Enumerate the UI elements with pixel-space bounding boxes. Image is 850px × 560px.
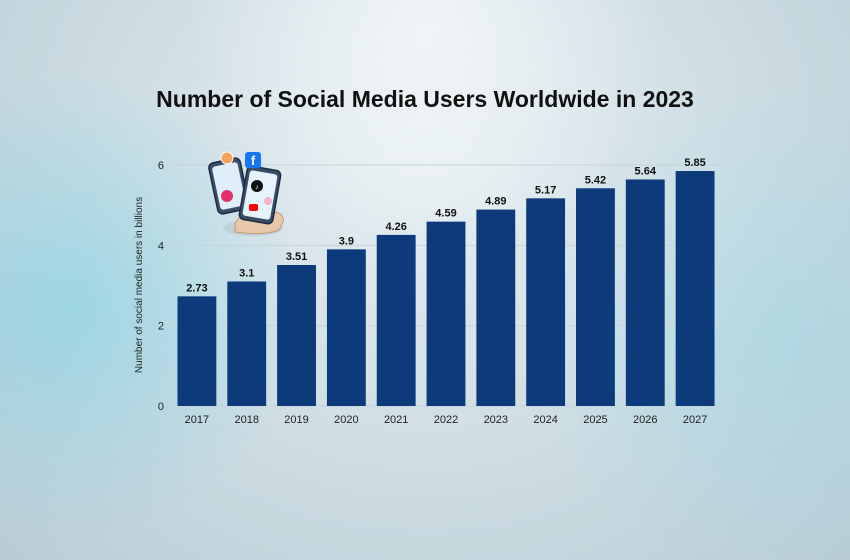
bar-2023 — [476, 209, 516, 406]
bar-2021 — [376, 234, 416, 406]
bar-2018 — [227, 281, 267, 406]
bar-2024 — [526, 198, 566, 406]
x-tick-label: 2018 — [234, 414, 258, 426]
y-tick-label: 4 — [158, 240, 164, 252]
bar-value-label: 3.51 — [286, 251, 307, 263]
bar-value-label: 4.59 — [435, 208, 456, 220]
bars — [177, 171, 715, 406]
x-tick-label: 2026 — [633, 414, 657, 426]
svg-text:f: f — [251, 153, 256, 168]
x-tick-label: 2024 — [533, 414, 557, 426]
bar-value-label: 3.1 — [239, 267, 254, 279]
social-media-phones-hand-icon: f ♪ — [208, 151, 284, 236]
x-tick-label: 2017 — [185, 414, 209, 426]
y-axis-ticks: 0 2 4 6 — [158, 160, 164, 413]
value-labels: 2.73 3.1 3.51 3.9 4.26 4.59 4.89 5.17 5.42 5.64 5.… — [186, 157, 706, 294]
y-axis-label: Number of social media users in billions — [134, 197, 145, 373]
bar-2025 — [576, 188, 615, 406]
x-tick-label: 2027 — [683, 414, 707, 426]
bar-2017 — [177, 296, 217, 406]
bar-2020 — [326, 249, 366, 406]
x-tick-label: 2023 — [484, 414, 508, 426]
bar-2026 — [625, 179, 665, 406]
svg-text:♪: ♪ — [255, 184, 259, 191]
bar-2019 — [277, 265, 316, 406]
y-tick-label: 0 — [158, 401, 164, 413]
bar-value-label: 5.64 — [635, 165, 657, 177]
bar-value-label: 5.17 — [535, 184, 556, 196]
y-tick-label: 2 — [158, 321, 164, 333]
y-tick-label: 6 — [158, 160, 164, 172]
x-tick-label: 2021 — [384, 414, 408, 426]
bar-value-label: 4.89 — [485, 196, 506, 208]
bar-2022 — [426, 221, 466, 406]
x-tick-label: 2022 — [434, 414, 458, 426]
x-tick-label: 2025 — [583, 414, 607, 426]
bar-value-label: 3.9 — [339, 235, 354, 247]
x-tick-label: 2019 — [284, 414, 308, 426]
chart-title: Number of Social Media Users Worldwide i… — [156, 86, 694, 112]
bar-value-label: 5.85 — [684, 157, 705, 169]
x-axis-ticks: 2017 2018 2019 2020 2021 2022 2023 2024 2025 2026… — [185, 414, 708, 426]
bar-value-label: 5.42 — [585, 174, 606, 186]
x-tick-label: 2020 — [334, 414, 358, 426]
bar-value-label: 2.73 — [186, 282, 207, 294]
bar-value-label: 4.26 — [385, 221, 406, 233]
bar-2027 — [675, 171, 715, 406]
